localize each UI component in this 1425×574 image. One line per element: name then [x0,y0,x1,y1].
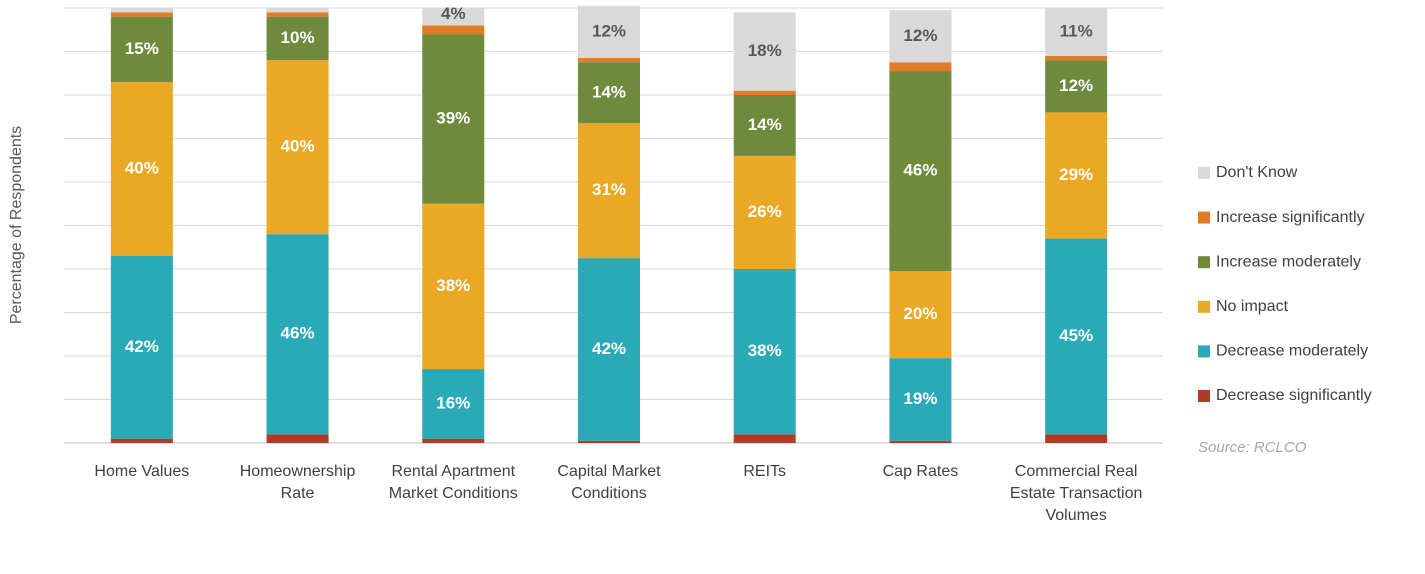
bar-segment [733,95,796,156]
data-label: 12% [903,26,937,45]
bar-segment [578,5,640,59]
bar-segment [733,90,796,95]
data-label: 15% [125,39,159,58]
data-label: 38% [748,341,782,360]
bar-segment [889,71,952,272]
data-label: 18% [748,41,782,60]
data-label: 26% [748,202,782,221]
bar-segment [422,438,485,443]
x-tick-label: Commercial Real Estate Transaction Volum… [1009,463,1143,524]
bar-segment [422,369,485,439]
source: Source: RCLCO [1198,439,1307,456]
data-label: 20% [903,304,937,323]
data-label: 16% [436,393,470,412]
bar-segment [733,12,796,91]
bar-segment [578,62,640,124]
bar-segment [422,203,485,370]
bar-segment [110,81,173,256]
data-label: 11% [1060,21,1093,40]
data-label: 14% [592,82,626,101]
data-label: 45% [1059,326,1093,345]
data-label: 19% [903,389,937,408]
data-label: 40% [125,158,159,177]
bar-segment [578,258,640,441]
x-tick-label: Homeownership Rate [239,463,356,502]
legend-swatch [1198,345,1210,358]
bar-segment [578,123,640,259]
legend-label: No impact [1216,298,1289,315]
data-label: 29% [1059,165,1093,184]
x-tick-label: Rental Apartment Market Conditions [388,463,518,502]
bar-segment [422,34,485,204]
bar-segment [266,8,329,13]
legend-swatch [1198,390,1210,402]
bar-segment [1045,60,1108,113]
legend-label: Decrease significantly [1216,387,1372,404]
bar-segment [1045,112,1108,239]
data-label: 42% [125,337,159,356]
bar-segment [1045,8,1108,56]
data-label: 12% [1059,76,1093,95]
bar-segment [1045,434,1108,443]
bar-segment [110,8,173,13]
data-label: 38% [436,276,470,295]
legend-label: Increase significantly [1216,209,1365,226]
bar-segment [889,440,952,443]
bar-segment [733,155,796,269]
legend-swatch [1198,167,1210,179]
bar-segment [110,16,173,82]
bar-segment [266,234,329,435]
legend-swatch [1198,300,1210,313]
bar-segment [578,440,640,443]
data-label: 42% [592,339,626,358]
bar-segment [1045,238,1108,435]
x-tick-label: Cap Rates [882,463,959,480]
data-label: 4% [441,4,466,23]
x-tick-label: REITs [743,463,787,480]
bar-segment [422,25,485,35]
data-label: 14% [748,115,782,134]
bar-segment [733,269,796,435]
data-label: 40% [281,137,315,156]
y-axis-label: Percentage of Respondents [8,126,25,324]
x-tick-label: Home Values [94,463,190,480]
legend-label: Increase moderately [1216,253,1361,270]
bar-segment [578,58,640,63]
bar-segment [110,255,173,439]
data-label: 46% [281,324,315,343]
bar-segment [266,434,329,443]
legend-swatch [1198,211,1210,224]
bar-segment [1045,55,1108,61]
data-label: 39% [436,108,470,127]
bar-segment [110,438,173,443]
bar-segment [889,62,952,72]
bar-segment [266,60,329,235]
bar-segment [889,10,952,63]
x-tick-label: Capital Market Conditions [557,463,661,502]
legend-label: Don't Know [1216,164,1298,181]
data-label: 46% [903,161,937,180]
bar-segment [266,12,329,17]
bar-segment [110,12,173,17]
bar-segment [266,16,329,61]
legend-label: Decrease moderately [1216,343,1368,360]
bar-segment [733,434,796,443]
data-label: 12% [592,21,626,40]
data-label: 10% [281,28,315,47]
data-label: 31% [592,180,626,199]
bar-segment [889,271,952,359]
legend-swatch [1198,256,1210,269]
bar-segment [889,358,952,441]
bar-segment [422,8,485,26]
